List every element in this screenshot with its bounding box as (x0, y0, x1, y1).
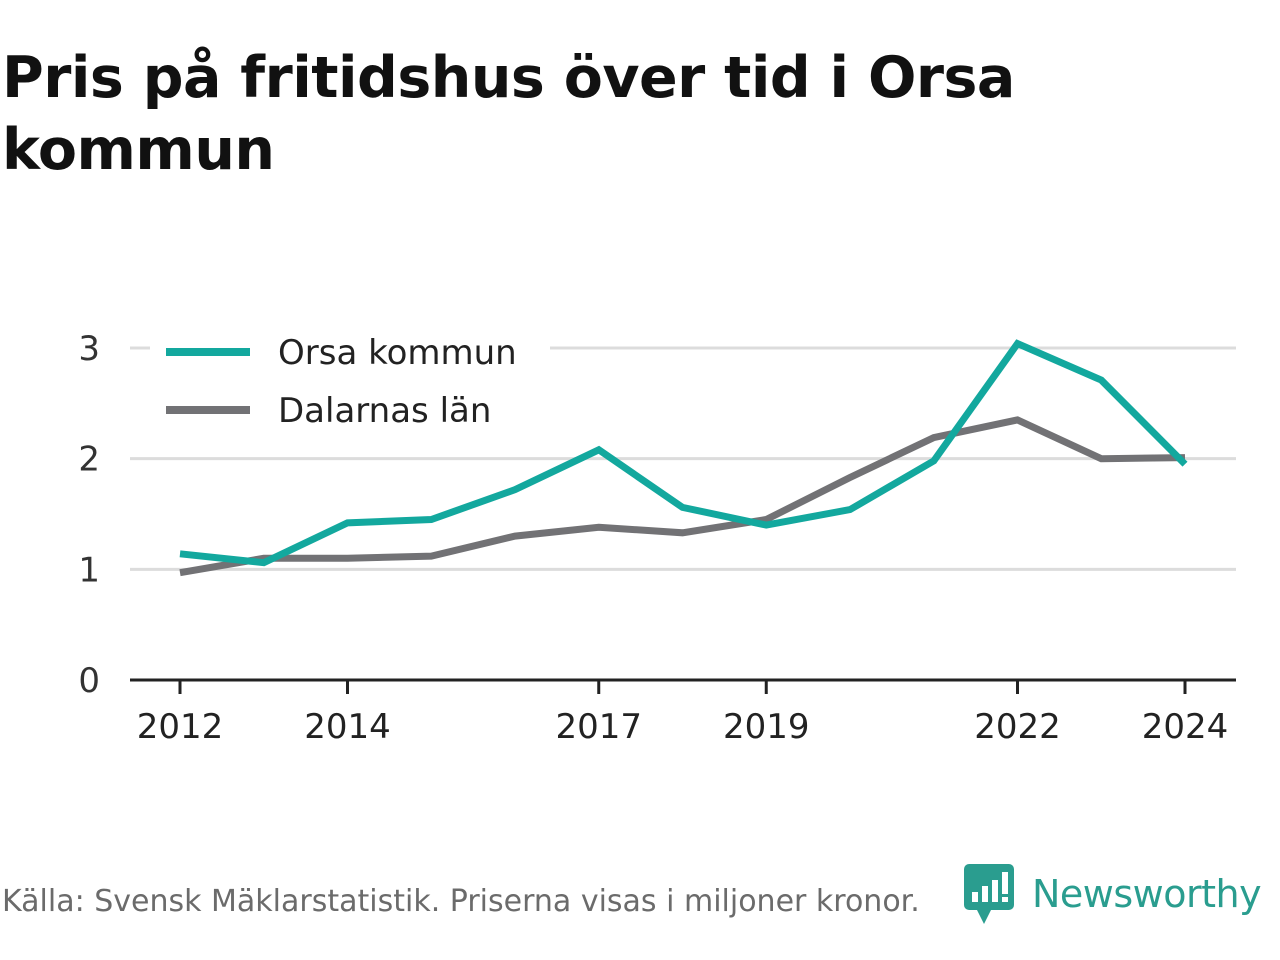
x-tick-label: 2012 (137, 707, 224, 747)
series-lines (179, 339, 1188, 577)
brand-name: Newsworthy (1032, 872, 1262, 916)
y-tick-label: 1 (78, 550, 100, 590)
x-axis (130, 678, 1236, 694)
series-line-orsa-kommun (179, 339, 1188, 567)
x-tick-label: 2022 (974, 707, 1061, 747)
x-tick-label: 2019 (723, 707, 810, 747)
y-tick-label: 0 (78, 661, 100, 701)
x-tick-label: 2024 (1142, 707, 1229, 747)
series-line-dalarnas-lan (179, 416, 1186, 577)
legend: Orsa kommun Dalarnas län (150, 322, 550, 440)
x-tick-label: 2017 (555, 707, 642, 747)
legend-label: Dalarnas län (278, 391, 491, 431)
source-note: Källa: Svensk Mäklarstatistik. Priserna … (2, 884, 920, 919)
y-axis-tick-labels: 0 1 2 3 (78, 329, 100, 701)
legend-label: Orsa kommun (278, 333, 517, 373)
newsworthy-logo[interactable]: Newsworthy (962, 862, 1262, 926)
chart-title: Pris på fritidshus över tid i Orsa kommu… (2, 45, 1015, 183)
y-tick-label: 3 (78, 329, 100, 369)
x-tick-label: 2014 (304, 707, 391, 747)
y-tick-label: 2 (78, 440, 100, 480)
legend-background (150, 322, 550, 440)
newsworthy-logo-icon (964, 864, 1014, 924)
x-axis-tick-labels: 2012 2014 2017 2019 2022 2024 (137, 707, 1229, 747)
